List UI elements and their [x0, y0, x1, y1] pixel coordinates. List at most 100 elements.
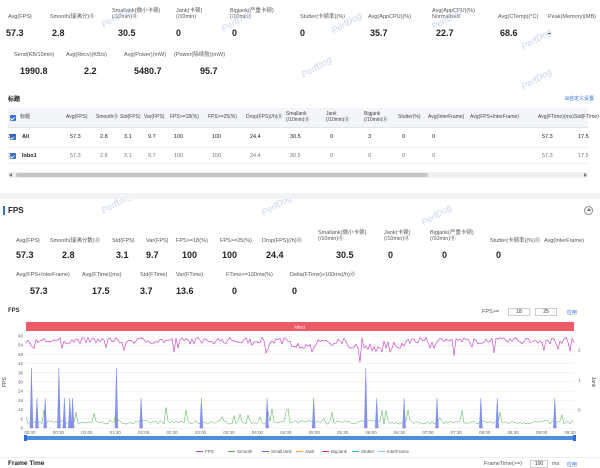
- fps-threshold-input-1[interactable]: 18: [508, 308, 530, 316]
- fps-metric-value: 0: [292, 286, 298, 296]
- watermark: PerfDog: [299, 54, 334, 80]
- fps-point: [165, 339, 167, 341]
- fps-point: [505, 340, 507, 342]
- smalljank-spike: [35, 397, 39, 429]
- fps-metric-label: Avg(FTime)(ms): [82, 272, 122, 278]
- table-cell: 30.5: [290, 153, 301, 159]
- fps-point: [213, 343, 215, 345]
- fps-point: [481, 342, 483, 344]
- x-tick-label: 06:30: [394, 430, 406, 435]
- fps-threshold-input-2[interactable]: 25: [535, 308, 557, 316]
- table-row[interactable]: [8, 128, 588, 148]
- chart-title: FPS: [8, 308, 20, 314]
- metric-value: 35.7: [370, 28, 388, 38]
- fps-metric-value: 3.7: [140, 286, 153, 296]
- fps-metric-label: Var(FTime): [176, 272, 204, 278]
- time-range-slider[interactable]: [26, 436, 574, 440]
- fps-point: [173, 351, 175, 353]
- legend-swatch: [378, 451, 385, 453]
- legend-item[interactable]: BigJank: [331, 449, 348, 454]
- fps-section-title: FPS: [8, 206, 24, 215]
- frame-time-apply-button[interactable]: 应用: [567, 462, 578, 468]
- fps-point: [261, 337, 263, 339]
- y-tick-label: 6: [20, 416, 23, 421]
- fps-point: [373, 346, 375, 348]
- x-tick-label: 08:00: [479, 430, 491, 435]
- x-tick-label: 09:00: [536, 430, 548, 435]
- table-cell: 9.7: [148, 153, 156, 159]
- metric-label: Bigjank(严重卡顿) (/10min): [230, 8, 274, 20]
- table-scrollbar[interactable]: [8, 172, 588, 178]
- legend-item[interactable]: Smooth: [237, 449, 253, 454]
- legend-item[interactable]: FPS: [205, 449, 214, 454]
- metric-value: 2.2: [84, 66, 97, 76]
- fps-point: [537, 342, 539, 344]
- slider-handle-right[interactable]: [573, 435, 576, 441]
- fps-metric-label: Jank(卡顿) (/10min)⓪: [384, 230, 411, 242]
- table-cell: 0: [402, 153, 406, 159]
- fps-point: [381, 351, 383, 353]
- x-tick-label: 00:00: [24, 430, 36, 435]
- scroll-right-icon[interactable]: [584, 173, 587, 177]
- smooth-series-line: [25, 407, 575, 425]
- fps-point: [69, 342, 71, 344]
- fps-point: [433, 347, 435, 349]
- fps-point: [369, 343, 371, 345]
- fps-point: [437, 340, 439, 342]
- legend-item[interactable]: Jank: [305, 449, 315, 454]
- row-checkbox[interactable]: [10, 153, 16, 159]
- fps-metric-value: 57.3: [30, 286, 48, 296]
- metric-value: 0: [232, 28, 238, 38]
- fps-point: [493, 351, 495, 353]
- frame-time-threshold-input[interactable]: 100: [530, 460, 548, 468]
- table-row[interactable]: [8, 148, 588, 164]
- smalljank-spike: [435, 397, 439, 429]
- fps-point: [317, 339, 319, 341]
- metric-label: Jank(卡顿) (/10min): [176, 8, 203, 20]
- fps-point: [189, 343, 191, 345]
- threshold-apply-button[interactable]: 应用: [567, 310, 578, 316]
- fps-point: [441, 338, 443, 340]
- table-cell: 3.1: [124, 134, 132, 140]
- fps-point: [497, 338, 499, 340]
- table-cell: 100: [212, 134, 222, 140]
- table-header-bar: 标题 ⊞自定义设置: [0, 92, 600, 104]
- legend-item[interactable]: SmallJank: [271, 449, 292, 454]
- table-cell: 9.7: [148, 134, 156, 140]
- fps-point: [397, 346, 399, 349]
- smalljank-spike: [139, 397, 143, 429]
- legend-item[interactable]: Stutter: [361, 449, 375, 454]
- fps-point: [509, 338, 511, 340]
- scroll-thumb[interactable]: [16, 173, 428, 177]
- fps-point: [313, 346, 315, 348]
- fps-point: [53, 339, 55, 341]
- frame-time-threshold-label: FrameTime(>=): [484, 461, 522, 467]
- x-tick-label: 03:00: [195, 430, 207, 435]
- y-tick-label: 12: [18, 407, 24, 412]
- select-all-checkbox[interactable]: [10, 115, 16, 121]
- fps-metric-value: 24.4: [266, 250, 284, 260]
- x-tick-label: 08:30: [508, 430, 520, 435]
- collapse-toggle-icon[interactable]: [584, 206, 593, 215]
- y-tick-label: 18: [18, 398, 24, 403]
- fps-metric-value: 9.7: [146, 250, 159, 260]
- fps-point: [273, 342, 275, 344]
- custom-settings-link[interactable]: ⊞自定义设置: [564, 96, 594, 102]
- slider-handle-left[interactable]: [24, 435, 27, 441]
- fps-point: [337, 338, 339, 341]
- scene-band[interactable]: [26, 322, 574, 331]
- fps-point: [73, 341, 75, 343]
- row-checkbox[interactable]: [10, 134, 16, 140]
- metric-label: Send(KB/10min): [14, 52, 55, 58]
- table-header-cell: Std(FTime): [574, 114, 599, 120]
- smalljank-spike: [375, 397, 379, 429]
- scroll-left-icon[interactable]: [9, 173, 12, 177]
- fps-point: [513, 338, 515, 340]
- fps-point: [525, 338, 527, 340]
- fps-point: [333, 343, 335, 345]
- x-tick-label: 00:30: [53, 430, 65, 435]
- fps-section-accent: [3, 206, 5, 215]
- fps-metric-value: 13.6: [176, 286, 194, 296]
- legend-item[interactable]: InterFrame: [387, 449, 410, 454]
